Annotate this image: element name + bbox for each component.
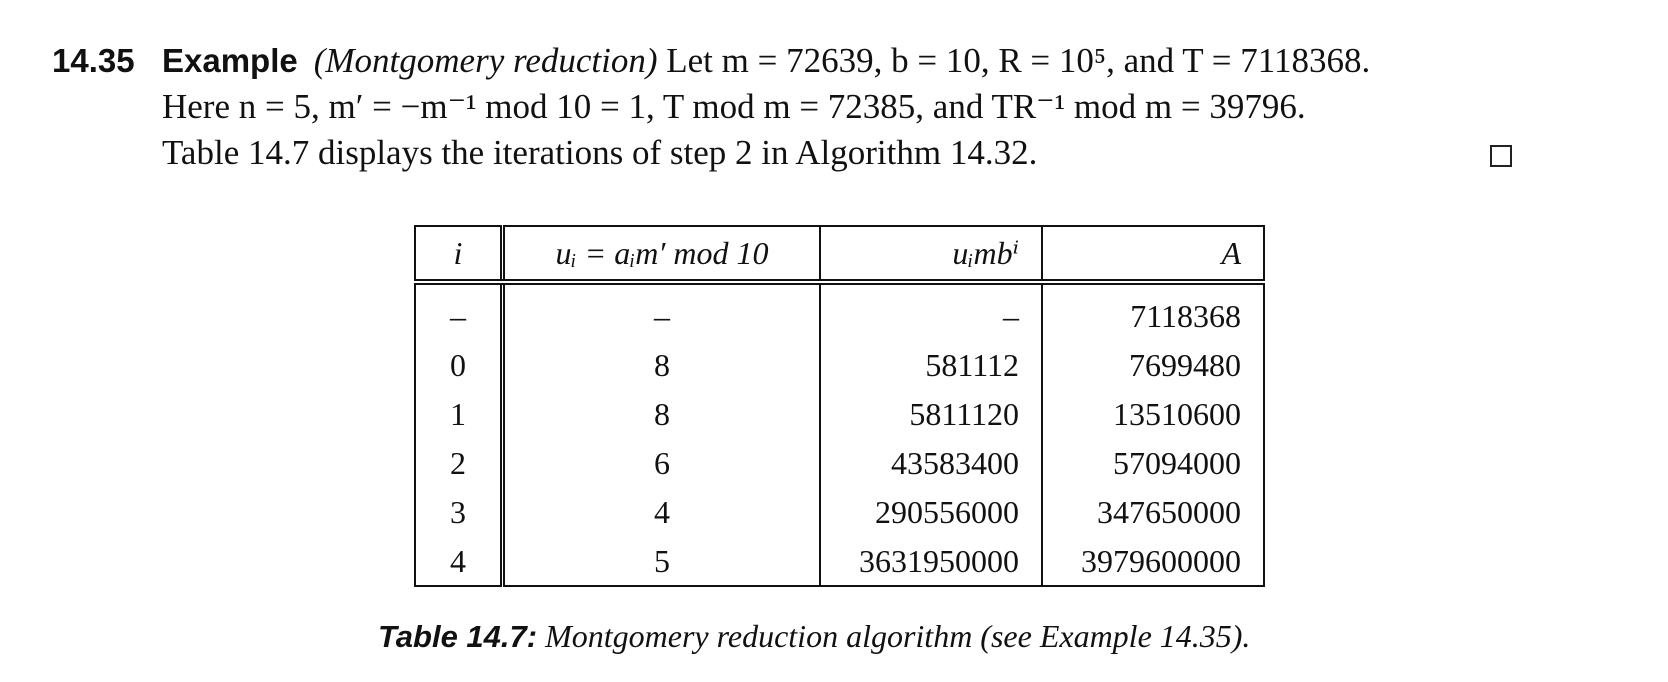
- cell-umb: 5811120: [819, 389, 1042, 438]
- header-i: i: [415, 226, 505, 285]
- cell-u: 5: [654, 542, 670, 579]
- cell-i: 4: [415, 536, 505, 586]
- qed-box-icon: [1490, 145, 1512, 167]
- caption-label: Table 14.7:: [378, 619, 538, 654]
- table-body: – – – 7118368 0 8 581112 7699480 1 8 581…: [415, 282, 1264, 586]
- example-title: (Montgomery reduction): [313, 41, 658, 80]
- table-row: 2 6 43583400 57094000: [415, 438, 1264, 487]
- header-a: A: [1041, 226, 1264, 285]
- example-parameters: Let m = 72639, b = 10, R = 10⁵, and T = …: [657, 41, 1371, 80]
- cell-u: –: [654, 297, 670, 334]
- header-u: uᵢ = aᵢm′ mod 10: [502, 226, 820, 285]
- iteration-table: i uᵢ = aᵢm′ mod 10 uᵢmbⁱ A – – – 7118368…: [414, 225, 1265, 587]
- example-number: 14.35: [52, 42, 135, 79]
- cell-i: 1: [415, 389, 505, 438]
- example-keyword: Example: [162, 42, 298, 79]
- cell-u: 6: [654, 444, 670, 481]
- table-caption: Table 14.7: Montgomery reduction algorit…: [378, 618, 1250, 655]
- cell-u: 8: [654, 346, 670, 383]
- table-row: 3 4 290556000 347650000: [415, 487, 1264, 536]
- example-block: 14.35 Example (Montgomery reduction) Let m…: [52, 38, 1512, 176]
- cell-umb: 290556000: [819, 487, 1042, 536]
- table-row: 1 8 5811120 13510600: [415, 389, 1264, 438]
- example-line-2: Here n = 5, m′ = −m⁻¹ mod 10 = 1, T mod …: [162, 87, 1306, 126]
- cell-a: 7699480: [1041, 340, 1264, 389]
- table-row: – – – 7118368: [415, 282, 1264, 340]
- table-row: 4 5 3631950000 3979600000: [415, 536, 1264, 586]
- cell-u: 8: [654, 395, 670, 432]
- table-row: 0 8 581112 7699480: [415, 340, 1264, 389]
- cell-i: 2: [415, 438, 505, 487]
- cell-umb: 43583400: [819, 438, 1042, 487]
- cell-a: 57094000: [1041, 438, 1264, 487]
- example-line-3: Table 14.7 displays the iterations of st…: [162, 133, 1038, 172]
- cell-umb: 3631950000: [819, 536, 1042, 586]
- cell-a: 3979600000: [1041, 536, 1264, 586]
- table-container: i uᵢ = aᵢm′ mod 10 uᵢmbⁱ A – – – 7118368…: [414, 225, 1265, 587]
- header-umb: uᵢmbⁱ: [819, 226, 1042, 285]
- cell-i: –: [415, 282, 505, 340]
- cell-a: 7118368: [1041, 282, 1264, 340]
- caption-text: Montgomery reduction algorithm (see Exam…: [545, 618, 1251, 654]
- cell-a: 347650000: [1041, 487, 1264, 536]
- cell-a: 13510600: [1041, 389, 1264, 438]
- cell-umb: –: [819, 282, 1042, 340]
- table-header-row: i uᵢ = aᵢm′ mod 10 uᵢmbⁱ A: [415, 226, 1264, 285]
- cell-i: 3: [415, 487, 505, 536]
- cell-i: 0: [415, 340, 505, 389]
- cell-u: 4: [654, 493, 670, 530]
- example-line-1: 14.35 Example (Montgomery reduction) Let m…: [52, 38, 1512, 84]
- cell-umb: 581112: [819, 340, 1042, 389]
